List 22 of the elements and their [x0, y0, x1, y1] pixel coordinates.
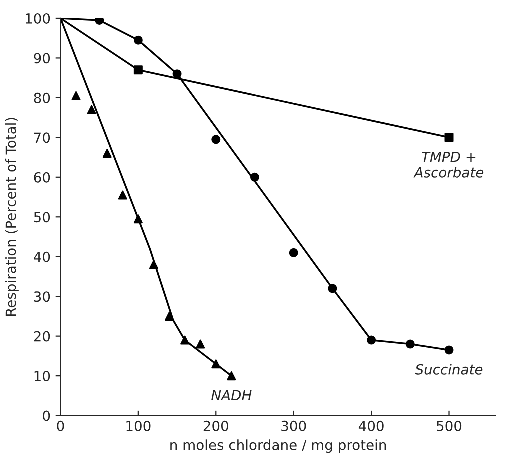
y-tick-label: 70	[34, 132, 50, 144]
y-tick-label: 50	[34, 212, 50, 223]
x-tick-label: 200	[204, 420, 228, 432]
y-tick-label: 100	[26, 13, 50, 24]
y-tick-label: 80	[34, 92, 50, 104]
x-tick-label: 0	[57, 420, 64, 432]
series-label: TMPD + Ascorbate	[414, 152, 484, 178]
y-tick-label: 10	[34, 371, 50, 382]
x-tick-label: 500	[437, 420, 462, 432]
series-label: Succinate	[415, 364, 483, 375]
y-tick-label: 0	[43, 410, 50, 422]
y-tick-label: 60	[34, 172, 50, 183]
y-axis-title: Respiration (Percent of Total)	[5, 118, 19, 316]
series-label: NADH	[212, 390, 252, 401]
x-tick-label: 300	[282, 420, 306, 432]
y-tick-label: 40	[34, 252, 50, 262]
x-tick-label: 400	[358, 420, 384, 432]
y-tick-label: 20	[34, 331, 50, 342]
x-tick-label: 100	[126, 420, 151, 432]
y-tick-label: 30	[34, 292, 50, 302]
x-axis-title: n moles chlordane / mg protein	[170, 440, 386, 454]
y-tick-label: 90	[34, 53, 50, 64]
